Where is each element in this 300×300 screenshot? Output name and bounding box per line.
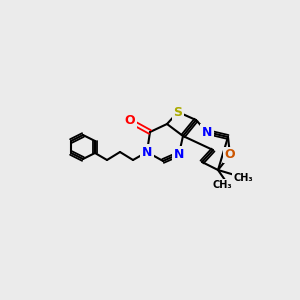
Text: N: N	[142, 146, 152, 158]
Text: CH₃: CH₃	[212, 180, 232, 190]
Text: N: N	[174, 148, 184, 160]
Text: O: O	[125, 115, 135, 128]
Text: CH₃: CH₃	[233, 173, 253, 183]
Text: O: O	[225, 148, 235, 161]
Text: N: N	[202, 125, 212, 139]
Text: S: S	[173, 106, 182, 118]
